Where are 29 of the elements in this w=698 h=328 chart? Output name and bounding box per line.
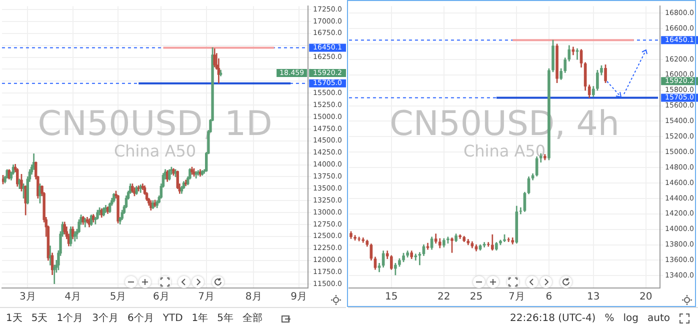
candlestick bbox=[576, 48, 579, 60]
text: 5年 bbox=[217, 312, 234, 325]
text: 全部 bbox=[242, 312, 263, 325]
x-tick-label: 6 bbox=[546, 292, 552, 303]
x-tick-label: 4月 bbox=[64, 292, 82, 303]
text: % bbox=[604, 312, 614, 324]
text: 22:26:18 (UTC-4) bbox=[510, 312, 596, 324]
text: YTD bbox=[162, 312, 183, 324]
x-tick-label: 7月 bbox=[508, 292, 525, 303]
text: 5天 bbox=[31, 312, 48, 325]
text: auto bbox=[647, 312, 670, 324]
text: 1年 bbox=[192, 312, 208, 325]
x-tick-label: 25 bbox=[470, 292, 483, 303]
x-tick-label: 13 bbox=[587, 292, 600, 303]
x-tick-label: 5月 bbox=[110, 292, 126, 303]
x-tick-label: 22 bbox=[438, 292, 450, 303]
x-tick-label: 9月 bbox=[290, 292, 307, 303]
x-tick-label: 7月 bbox=[198, 292, 215, 303]
x-tick-label: 15 bbox=[385, 292, 398, 303]
x-tick-label: 20 bbox=[640, 292, 652, 303]
text: 1个月 bbox=[56, 312, 84, 325]
text: 3个月 bbox=[92, 312, 118, 325]
text: log bbox=[623, 312, 638, 324]
text: 6个月 bbox=[128, 312, 154, 325]
x-tick-label: 6月 bbox=[152, 292, 170, 303]
text: 1天 bbox=[6, 312, 22, 325]
x-tick-label: 8月 bbox=[245, 292, 262, 303]
x-tick-label: 3月 bbox=[19, 292, 36, 303]
text: China A50 bbox=[463, 141, 546, 160]
